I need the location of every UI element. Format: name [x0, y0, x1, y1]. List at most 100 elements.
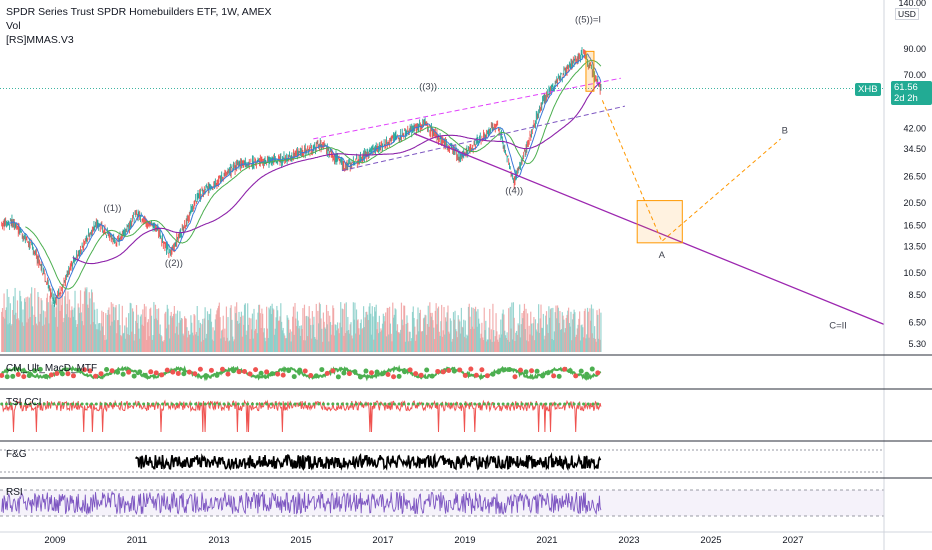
volume-bar: [264, 337, 266, 352]
volume-bar: [317, 310, 319, 352]
volume-bar: [293, 334, 295, 352]
volume-bar: [175, 313, 177, 352]
volume-bar: [30, 293, 32, 352]
time-tick-label: 2009: [44, 535, 65, 546]
macd-dot: [313, 373, 319, 379]
volume-bar: [129, 302, 131, 352]
volume-bar: [437, 308, 439, 352]
volume-bar: [522, 318, 524, 352]
tsi-dot: [203, 402, 207, 406]
symbol-tag: XHB: [855, 83, 881, 96]
volume-bar: [77, 303, 79, 352]
volume-bar: [473, 328, 475, 352]
volume-bar: [575, 334, 578, 352]
volume-bar: [117, 320, 119, 352]
macd-dot: [440, 369, 446, 375]
volume-bar: [113, 306, 115, 352]
volume-bar: [62, 322, 64, 352]
tsi-dot: [435, 402, 439, 406]
tsi-dot: [94, 402, 98, 406]
volume-bar: [551, 338, 553, 352]
tsi-dot: [520, 402, 524, 406]
volume-bar: [375, 304, 377, 352]
volume-bar: [491, 341, 493, 352]
volume-bar: [493, 330, 495, 352]
volume-bar: [96, 308, 98, 352]
volume-bar: [211, 339, 213, 352]
macd-dot: [518, 367, 524, 373]
volume-bar: [128, 313, 130, 352]
volume-bar: [532, 323, 534, 352]
volume-bar: [311, 311, 313, 352]
volume-bar: [255, 319, 257, 352]
volume-bar: [276, 305, 278, 352]
volume-bar: [462, 327, 464, 352]
volume-bar: [360, 319, 362, 352]
volume-bar: [539, 318, 541, 352]
volume-bar: [503, 314, 505, 352]
currency-label[interactable]: USD: [895, 8, 919, 20]
volume-bar: [441, 304, 443, 352]
volume-bar: [48, 323, 50, 352]
volume-bar: [438, 331, 440, 352]
volume-bar: [298, 328, 300, 352]
volume-bar: [395, 309, 397, 352]
volume-bar: [299, 335, 302, 352]
volume-bar: [352, 302, 354, 352]
macd-dot: [242, 369, 248, 375]
tsi-dot: [444, 402, 448, 406]
volume-bar: [210, 321, 213, 352]
volume-bar: [139, 316, 142, 352]
volume-bar: [566, 314, 568, 352]
tsi-dot: [563, 402, 567, 406]
tsi-dot: [525, 402, 529, 406]
volume-bar: [212, 327, 214, 352]
volume-bar: [359, 323, 362, 352]
volume-bar: [333, 335, 336, 352]
macd-dot: [286, 368, 292, 374]
volume-bar: [303, 340, 305, 352]
volume-bar: [347, 316, 349, 352]
volume-bar: [267, 337, 269, 352]
volume-bar: [474, 308, 476, 352]
tsi-dot: [501, 402, 505, 406]
volume-bar: [333, 308, 335, 352]
volume-bar: [325, 328, 327, 352]
volume-bar: [340, 327, 343, 352]
volume-bar: [530, 323, 533, 352]
tsi-dot: [288, 402, 292, 406]
volume-bar: [363, 327, 365, 352]
volume-bar: [519, 337, 522, 352]
volume-bar: [354, 302, 356, 352]
volume-bar: [400, 302, 403, 352]
volume-bar: [28, 297, 30, 352]
volume-bar: [5, 307, 8, 352]
macd-dot: [402, 369, 408, 375]
volume-bar: [245, 334, 247, 352]
volume-bar: [6, 289, 8, 352]
macd-dot: [0, 372, 5, 378]
tsi-dot: [397, 402, 401, 406]
volume-bar: [382, 313, 384, 352]
volume-bar: [275, 317, 277, 352]
macd-dot: [4, 374, 10, 380]
volume-bar: [531, 335, 533, 352]
volume-bar: [314, 338, 317, 352]
volume-bar: [224, 328, 226, 352]
volume-bar: [332, 305, 334, 352]
tsi-dot: [4, 402, 8, 406]
volume-bar: [318, 323, 320, 352]
volume-bar: [320, 318, 322, 352]
volume-bar: [131, 308, 134, 352]
macd-dot: [584, 371, 590, 377]
volume-bar: [72, 316, 75, 352]
macd-dot: [385, 372, 391, 378]
volume-bar: [213, 330, 216, 352]
tsi-dot: [246, 402, 250, 406]
volume-bar: [498, 334, 500, 352]
macd-dot: [159, 372, 165, 378]
macd-dot: [529, 368, 535, 374]
tsi-dot: [449, 402, 453, 406]
volume-bar: [21, 322, 23, 352]
